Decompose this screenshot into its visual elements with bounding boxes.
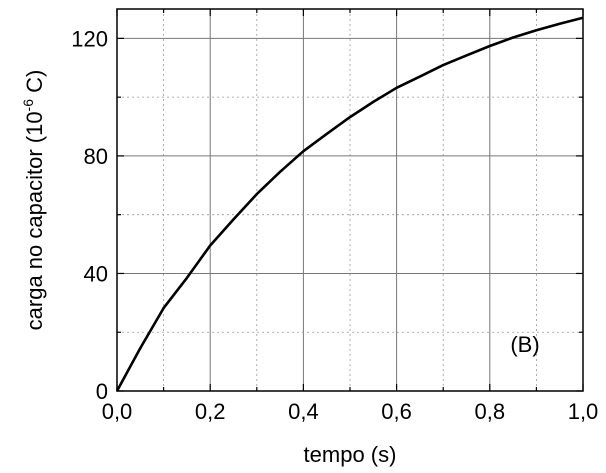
x-tick-label: 0,6 bbox=[381, 399, 412, 424]
series-line bbox=[115, 16, 584, 392]
x-tick-label: 1,0 bbox=[568, 399, 599, 424]
x-tick-label: 0,2 bbox=[195, 399, 226, 424]
y-tick-label: 0 bbox=[96, 379, 108, 404]
y-tick-label: 40 bbox=[84, 261, 108, 286]
y-tick-label: 120 bbox=[71, 26, 108, 51]
x-tick-label: 0,0 bbox=[102, 399, 133, 424]
y-tick-label: 80 bbox=[84, 144, 108, 169]
x-tick-label: 0,8 bbox=[475, 399, 506, 424]
series-layer bbox=[115, 16, 584, 392]
y-axis-label-suffix: C) bbox=[22, 70, 47, 99]
y-axis-label: carga no capacitor (10-6 C) bbox=[20, 70, 47, 331]
ticks: 0,0 0,2 0,4 0,6 0,8 1,0 0 40 80 120 bbox=[71, 9, 598, 424]
grid-lines bbox=[117, 9, 583, 391]
y-axis-label-exponent: -6 bbox=[20, 99, 36, 112]
x-axis-label: tempo (s) bbox=[304, 442, 397, 467]
panel-annotation: (B) bbox=[510, 332, 539, 357]
y-axis-label-prefix: carga no capacitor (10 bbox=[22, 111, 47, 330]
x-tick-label: 0,4 bbox=[288, 399, 319, 424]
